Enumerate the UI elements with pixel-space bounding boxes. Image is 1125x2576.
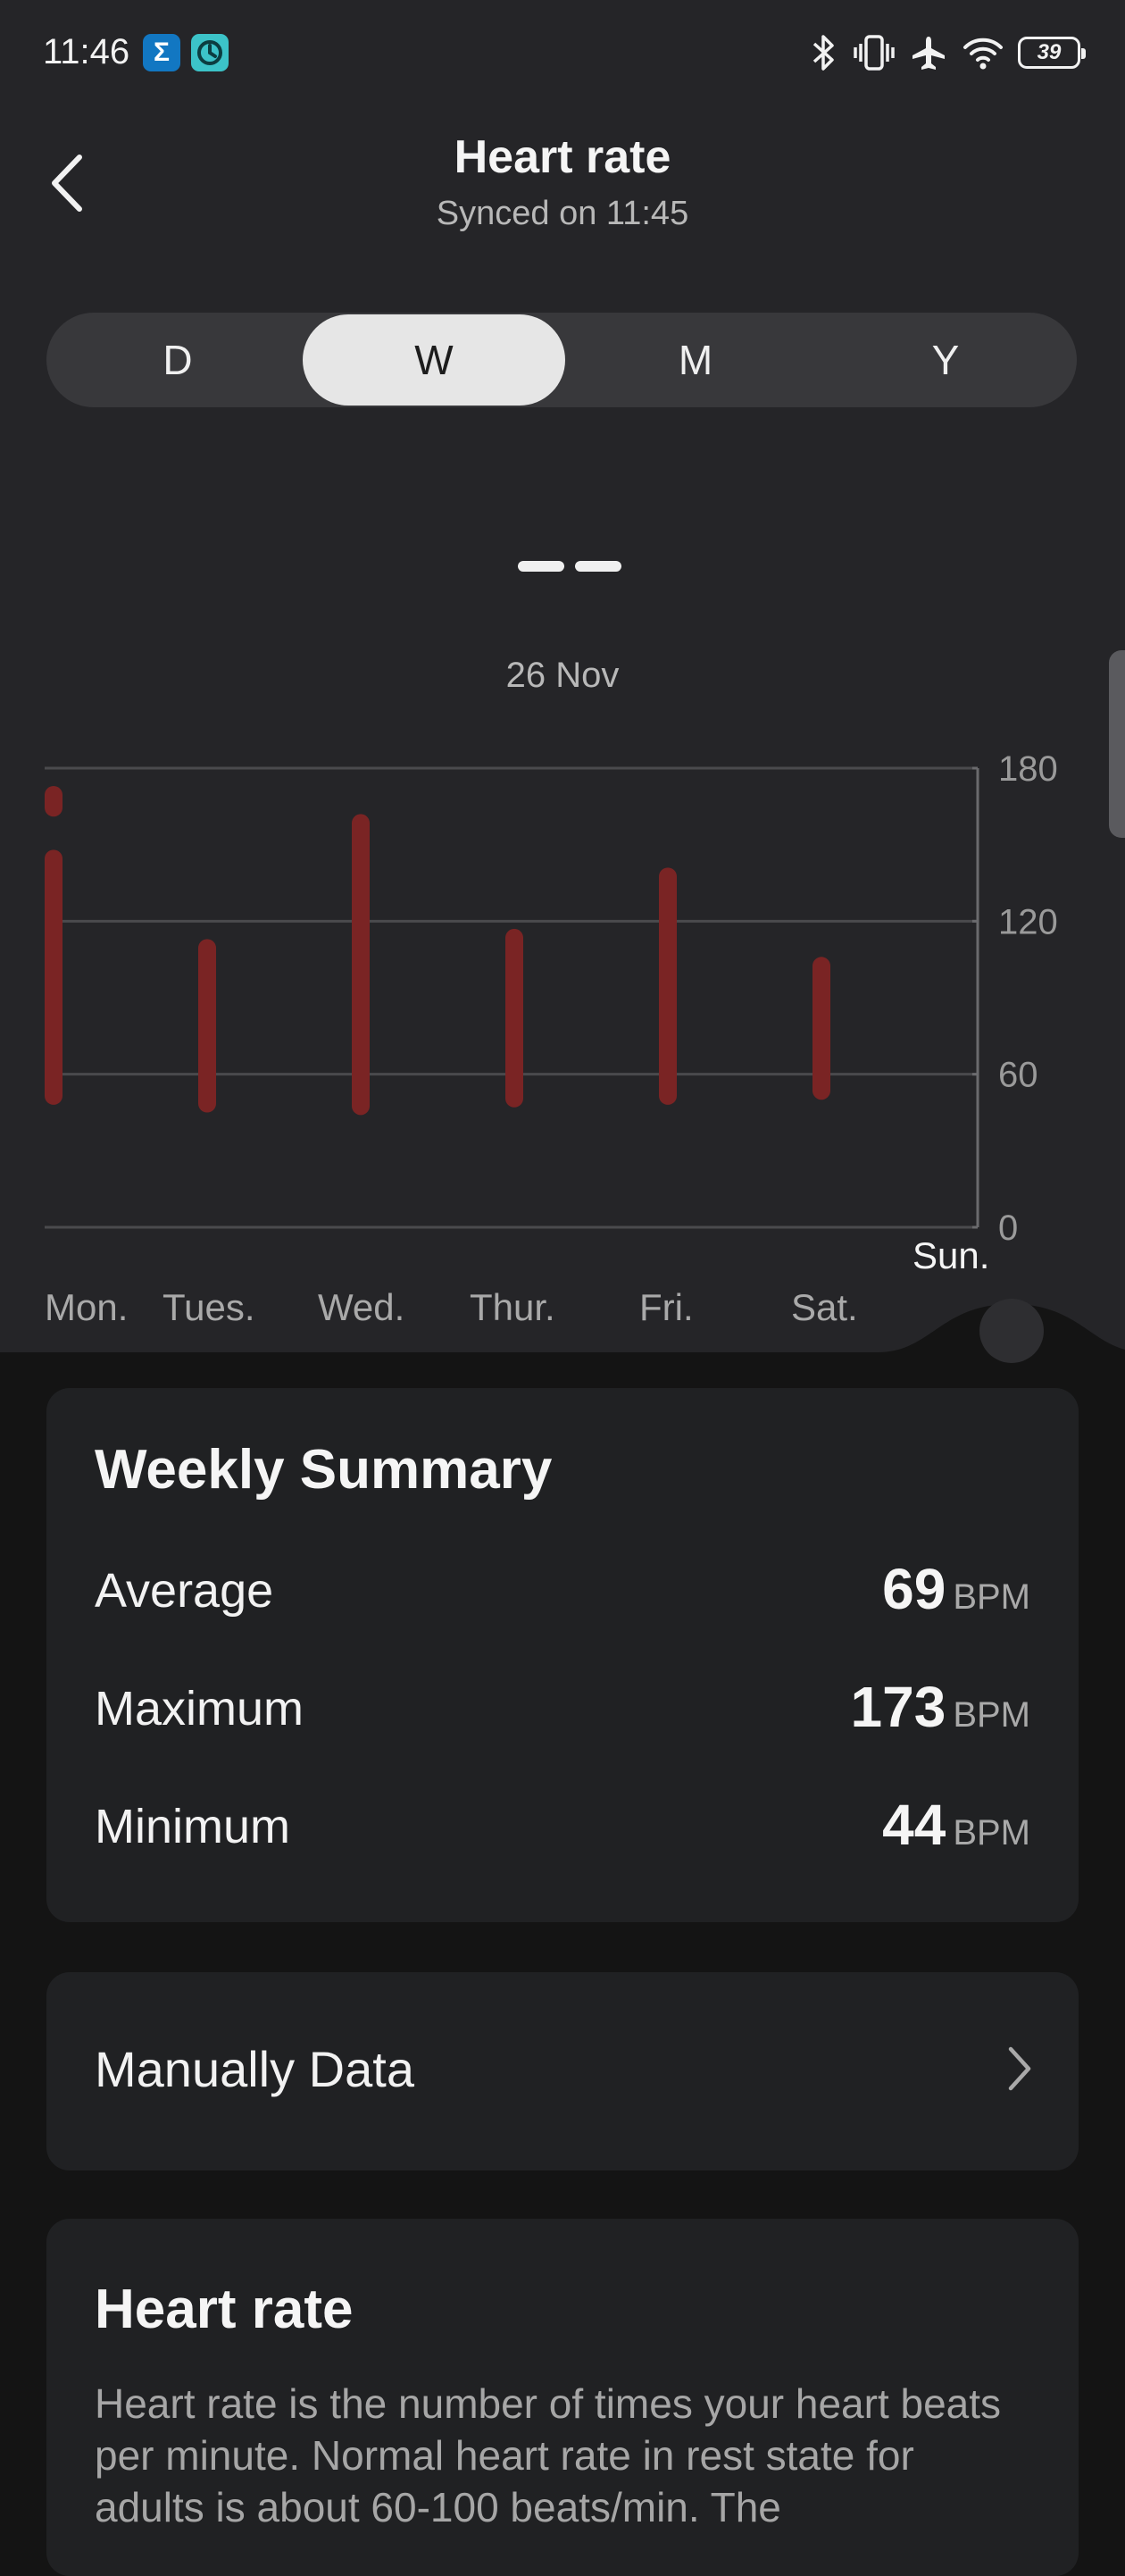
stat-row-minimum: Minimum 44 BPM: [95, 1783, 1030, 1863]
status-icons: 39: [809, 30, 1086, 75]
heart-rate-bar: [352, 814, 370, 1116]
y-tick-label: 180: [998, 750, 1058, 789]
tab-year[interactable]: Y: [931, 337, 960, 383]
stat-label: Maximum: [95, 1682, 304, 1735]
stat-number: 44: [882, 1793, 946, 1857]
info-title: Heart rate: [95, 2279, 354, 2340]
wifi-icon: [963, 38, 1003, 70]
stat-label: Average: [95, 1564, 274, 1618]
heart-rate-bar: [198, 939, 216, 1113]
weekly-summary-card: Weekly Summary Average 69 BPM Maximum 173…: [46, 1388, 1079, 1922]
chevron-left-icon: [52, 155, 82, 212]
x-tick-label: Sat.: [791, 1286, 858, 1328]
x-tick-label: Wed.: [318, 1286, 404, 1328]
vibrate-icon: [854, 35, 895, 71]
sync-status: Synced on 11:45: [436, 195, 689, 232]
x-tick-label: Thur.: [470, 1286, 555, 1328]
bluetooth-icon: [812, 35, 834, 71]
manual-data-row[interactable]: Manually Data: [46, 1972, 1079, 2170]
x-tick-label-selected: Sun.: [912, 1234, 989, 1276]
airplane-icon: [912, 37, 945, 70]
back-button[interactable]: [36, 143, 98, 223]
status-time: 11:46: [43, 32, 130, 71]
stat-value: 44 BPM: [882, 1792, 1030, 1858]
battery-icon: 39: [1018, 37, 1086, 69]
top-area: [0, 0, 1125, 1352]
heart-rate-bar: [505, 928, 523, 1108]
tab-month[interactable]: M: [678, 337, 713, 383]
heart-rate-bar: [45, 785, 62, 817]
clock-app-icon: [191, 34, 229, 71]
status-bar: 11:46 Σ 39: [0, 0, 1125, 107]
side-drawer-handle[interactable]: [1109, 650, 1125, 838]
heart-rate-bar: [45, 849, 62, 1105]
manual-data-label: Manually Data: [95, 2041, 414, 2097]
stat-label: Minimum: [95, 1800, 291, 1853]
stat-number: 69: [882, 1557, 946, 1621]
info-text: Heart rate is the number of times your h…: [95, 2380, 1002, 2530]
stat-unit: BPM: [953, 1695, 1030, 1735]
tab-day[interactable]: D: [162, 337, 193, 383]
stat-unit: BPM: [953, 1577, 1030, 1617]
stat-unit: BPM: [953, 1813, 1030, 1853]
sigma-app-icon: Σ: [143, 34, 180, 71]
x-tick-label: Fri.: [639, 1286, 694, 1328]
stat-value: 173 BPM: [851, 1674, 1030, 1740]
no-value-placeholder: [518, 561, 621, 572]
selected-day-knob: [979, 1299, 1044, 1363]
page-title: Heart rate: [454, 131, 671, 183]
weekly-summary-title: Weekly Summary: [95, 1439, 553, 1501]
stat-number: 173: [850, 1675, 946, 1739]
y-tick-label: 60: [998, 1056, 1038, 1095]
x-tick-label: Mon.: [45, 1286, 128, 1328]
stat-value: 69 BPM: [882, 1556, 1030, 1622]
y-tick-label: 0: [998, 1209, 1018, 1248]
stat-row-average: Average 69 BPM: [95, 1547, 1030, 1627]
heart-rate-bar: [812, 957, 830, 1100]
x-tick-label: Tues.: [162, 1286, 254, 1328]
heart-rate-bar: [659, 867, 677, 1105]
period-tabs: D W M Y: [46, 313, 1077, 407]
tab-week[interactable]: W: [303, 314, 565, 406]
selected-date: 26 Nov: [505, 656, 620, 695]
chevron-right-icon: [1008, 2046, 1031, 2091]
y-tick-label: 120: [998, 902, 1058, 941]
heart-rate-info-card: Heart rate Heart rate is the number of t…: [46, 2219, 1079, 2576]
chart-svg: 0 60 120 180 Mon. Tues. Wed. Thur. Fri. Sat. Sun.: [0, 750, 1125, 1367]
stat-row-maximum: Maximum 173 BPM: [95, 1665, 1030, 1745]
heart-rate-chart[interactable]: 0 60 120 180 Mon. Tues. Wed. Thur. Fri. Sat. Sun.: [0, 750, 1125, 1367]
